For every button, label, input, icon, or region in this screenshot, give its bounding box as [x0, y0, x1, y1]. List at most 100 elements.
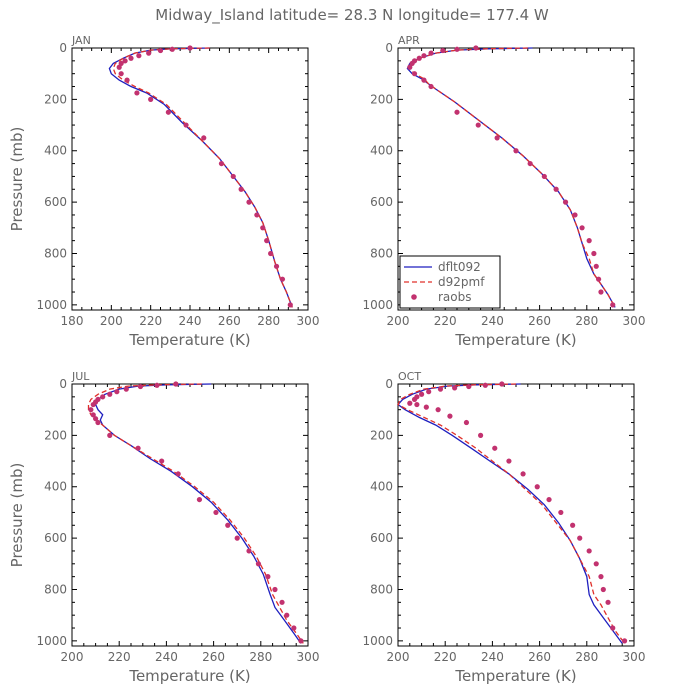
- raobs-point: [273, 263, 280, 269]
- y-tick-label: 400: [44, 480, 67, 494]
- y-tick-label: 600: [44, 531, 67, 545]
- y-tick-label: 600: [370, 195, 393, 209]
- raobs-point: [90, 412, 96, 418]
- raobs-point: [447, 413, 453, 419]
- raobs-point: [426, 389, 432, 395]
- raobs-point: [187, 45, 193, 51]
- x-tick-label: 200: [100, 314, 123, 328]
- raobs-point: [437, 386, 444, 392]
- raobs-point: [201, 135, 207, 141]
- panel-apr: APR 200 220 240 260 280 300 0 200 400 600 800 1000 Te…: [362, 34, 645, 349]
- x-axis-label: Temperature (K): [454, 331, 576, 349]
- raobs-point: [407, 400, 413, 406]
- y-tick-label: 200: [44, 428, 67, 442]
- dflt092-line: [94, 383, 302, 644]
- x-axis-label: Temperature (K): [128, 331, 250, 349]
- raobs-point: [157, 47, 164, 54]
- raobs-point: [494, 135, 500, 141]
- raobs-point: [562, 199, 569, 205]
- y-tick-label: 0: [385, 41, 393, 55]
- raobs-point: [591, 250, 597, 257]
- raobs-point: [107, 432, 113, 438]
- raobs-point: [586, 238, 592, 244]
- y-tick-label: 200: [370, 428, 393, 442]
- y-tick-label: 600: [370, 531, 393, 545]
- raobs-point: [225, 522, 231, 528]
- d92pmf-line: [112, 47, 293, 308]
- raobs-point: [146, 50, 152, 56]
- raobs-point: [230, 173, 236, 180]
- y-axis-label: Pressure (mb): [8, 463, 26, 568]
- panel-label: JUL: [71, 370, 90, 383]
- raobs-point: [572, 212, 578, 218]
- x-tick-label: 200: [61, 650, 84, 664]
- raobs-point: [492, 445, 498, 451]
- raobs-point: [93, 416, 99, 422]
- raobs-point: [473, 45, 479, 51]
- x-tick-label: 200: [387, 314, 410, 328]
- raobs-point: [196, 496, 203, 503]
- raobs-point: [114, 389, 120, 395]
- raobs-point: [421, 77, 427, 83]
- raobs-point: [475, 122, 481, 128]
- raobs-point: [586, 548, 592, 554]
- raobs-point: [553, 186, 559, 192]
- raobs-point: [499, 381, 505, 387]
- x-tick-label: 240: [155, 650, 178, 664]
- raobs-point: [423, 404, 429, 410]
- raobs-point: [213, 509, 219, 516]
- y-tick-label: 800: [44, 582, 67, 596]
- raobs-point: [407, 64, 413, 70]
- y-tick-label: 800: [370, 582, 393, 596]
- raobs-point: [268, 250, 274, 257]
- panel-label: JAN: [71, 34, 91, 47]
- x-axis-label: Temperature (K): [128, 667, 250, 685]
- y-tick-label: 1000: [362, 298, 393, 312]
- x-tick-label: 180: [61, 314, 84, 328]
- y-tick-label: 400: [44, 144, 67, 158]
- raobs-point: [124, 77, 130, 83]
- y-tick-label: 800: [44, 246, 67, 260]
- raobs-point: [452, 385, 458, 391]
- x-tick-label: 240: [179, 314, 202, 328]
- y-tick-label: 0: [385, 377, 393, 391]
- raobs-point: [610, 625, 616, 631]
- x-tick-label: 260: [528, 650, 551, 664]
- y-tick-label: 0: [59, 41, 67, 55]
- raobs-point: [254, 212, 260, 218]
- raobs-point: [159, 458, 165, 464]
- x-tick-label: 260: [218, 314, 241, 328]
- x-tick-label: 280: [257, 314, 280, 328]
- raobs-point: [137, 383, 144, 390]
- dflt092-line: [108, 47, 293, 308]
- raobs-point: [419, 391, 425, 397]
- raobs-point: [118, 60, 124, 67]
- raobs-point: [260, 225, 266, 231]
- panel-jan: JAN 180 200 220 240 260 280 300 0 200 400 600 800 100…: [8, 34, 319, 349]
- plot-frame: [71, 47, 309, 311]
- y-tick-label: 1000: [36, 298, 67, 312]
- raobs-point: [90, 401, 96, 408]
- raobs-point: [435, 407, 441, 413]
- raobs-point: [541, 173, 547, 180]
- raobs-point: [454, 46, 460, 52]
- raobs-point: [291, 625, 297, 631]
- raobs-point: [527, 160, 533, 167]
- raobs-point: [605, 599, 611, 605]
- x-axis-label: Temperature (K): [454, 667, 576, 685]
- raobs-point: [123, 386, 129, 392]
- y-axis-label: Pressure (mb): [8, 127, 26, 232]
- raobs-point: [95, 419, 101, 426]
- raobs-point: [463, 419, 470, 426]
- raobs-point: [421, 53, 427, 59]
- y-tick-label: 400: [370, 144, 393, 158]
- x-tick-label: 220: [434, 314, 457, 328]
- raobs-point: [506, 458, 512, 464]
- raobs-point: [100, 394, 106, 400]
- x-tick-label: 200: [387, 650, 410, 664]
- raobs-point: [183, 122, 189, 128]
- raobs-point: [513, 148, 519, 154]
- legend-raobs-marker: [411, 294, 417, 300]
- x-tick-label: 220: [139, 314, 162, 328]
